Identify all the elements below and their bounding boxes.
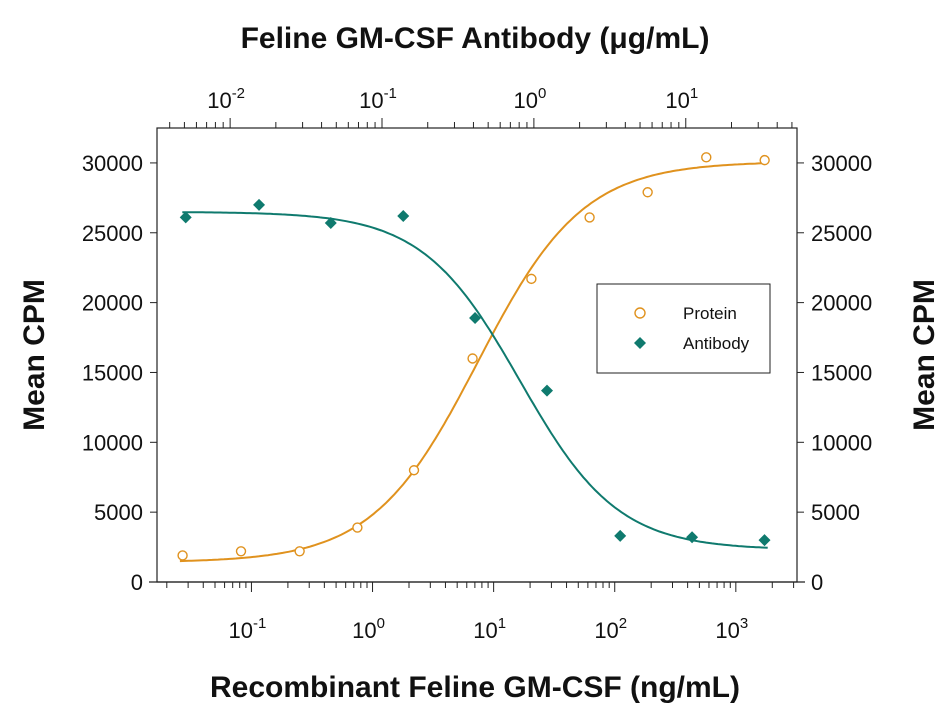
x-bottom-tick-label: 102 bbox=[594, 615, 627, 643]
data-point-antibody bbox=[541, 384, 554, 397]
x-top-tick-label: 10-1 bbox=[359, 85, 397, 113]
chart-title: Feline GM-CSF Antibody (μg/mL) bbox=[241, 22, 710, 55]
data-point-protein bbox=[352, 522, 363, 533]
data-point-protein bbox=[526, 273, 537, 285]
y-tick-label-right: 5000 bbox=[811, 500, 860, 525]
x-top-tick-label: 101 bbox=[665, 85, 698, 113]
fit-curve-protein bbox=[179, 162, 768, 563]
data-point-antibody bbox=[397, 210, 410, 223]
y-tick-label-left: 20000 bbox=[82, 291, 143, 316]
data-point-antibody bbox=[614, 529, 627, 542]
data-point-antibody bbox=[253, 198, 266, 211]
x-axis-label: Recombinant Feline GM-CSF (ng/mL) bbox=[210, 671, 740, 704]
data-point-protein bbox=[642, 187, 653, 198]
x-bottom-tick-label: 10-1 bbox=[229, 615, 267, 643]
data-point-protein bbox=[467, 353, 478, 364]
legend-box bbox=[596, 283, 771, 374]
legend-label-protein: Protein bbox=[683, 304, 737, 323]
data-point-protein bbox=[235, 546, 247, 557]
data-point-antibody bbox=[758, 534, 771, 547]
y-tick-label-left: 5000 bbox=[94, 500, 143, 525]
y-axis-label-right: Mean CPM bbox=[908, 279, 941, 431]
y-tick-label-right: 20000 bbox=[811, 291, 872, 316]
fit-curve-antibody bbox=[182, 211, 768, 549]
x-bottom-tick-label: 100 bbox=[352, 615, 385, 643]
y-tick-label-right: 30000 bbox=[811, 151, 872, 176]
data-point-protein bbox=[584, 212, 595, 223]
x-top-tick-label: 100 bbox=[513, 85, 546, 113]
y-tick-label-right: 25000 bbox=[811, 221, 872, 246]
data-point-antibody bbox=[179, 211, 192, 224]
x-bottom-tick-label: 103 bbox=[715, 615, 748, 643]
legend-marker-antibody bbox=[634, 337, 646, 349]
data-point-antibody bbox=[686, 531, 699, 544]
x-bottom-tick-label: 101 bbox=[473, 615, 506, 643]
legend: Protein Antibody bbox=[596, 283, 771, 374]
data-point-antibody bbox=[324, 216, 337, 229]
data-point-protein bbox=[408, 465, 420, 476]
data-point-protein bbox=[294, 546, 305, 557]
data-point-antibody bbox=[469, 311, 482, 324]
y-tick-label-left: 30000 bbox=[82, 151, 143, 176]
data-point-protein bbox=[701, 152, 712, 163]
x-top-tick-label: 10-2 bbox=[207, 85, 245, 113]
y-tick-label-left: 15000 bbox=[82, 360, 143, 385]
y-tick-label-right: 10000 bbox=[811, 430, 872, 455]
legend-label-antibody: Antibody bbox=[683, 334, 750, 353]
data-point-protein bbox=[177, 550, 188, 561]
y-tick-label-left: 25000 bbox=[82, 221, 143, 246]
y-tick-label-left: 0 bbox=[131, 570, 143, 595]
y-tick-label-right: 0 bbox=[811, 570, 823, 595]
y-axis-label-left: Mean CPM bbox=[18, 279, 51, 431]
y-tick-label-left: 10000 bbox=[82, 430, 143, 455]
data-point-protein bbox=[759, 154, 770, 166]
y-tick-label-right: 15000 bbox=[811, 360, 872, 385]
legend-marker-protein bbox=[634, 307, 646, 319]
